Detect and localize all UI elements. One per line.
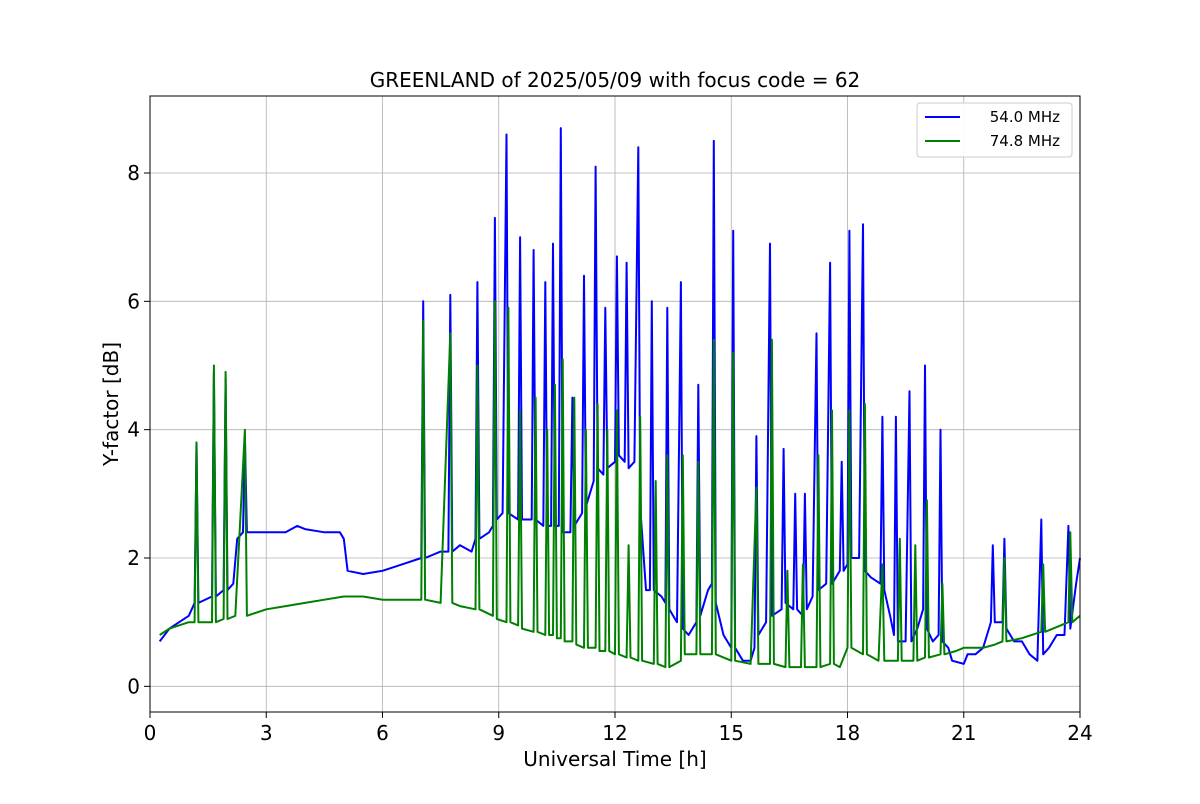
y-tick-label: 6 xyxy=(127,289,140,313)
y-axis-label: Y-factor [dB] xyxy=(99,342,123,467)
x-tick-label: 18 xyxy=(835,721,860,745)
chart-title: GREENLAND of 2025/05/09 with focus code … xyxy=(370,68,861,92)
legend: 54.0 MHz 74.8 MHz xyxy=(916,102,1073,158)
legend-label-54mhz: 54.0 MHz xyxy=(990,108,1060,126)
y-tick-label: 8 xyxy=(127,161,140,185)
series-line-1 xyxy=(159,300,1081,669)
x-tick-label: 6 xyxy=(376,721,389,745)
x-tick-label: 12 xyxy=(602,721,627,745)
x-tick-label: 0 xyxy=(144,721,157,745)
legend-label-748mhz: 74.8 MHz xyxy=(990,132,1060,150)
x-tick-label: 9 xyxy=(492,721,505,745)
x-tick-label: 24 xyxy=(1067,721,1092,745)
x-tick-label: 3 xyxy=(260,721,273,745)
y-tick-label: 0 xyxy=(127,674,140,698)
y-tick-label: 2 xyxy=(127,546,140,570)
series-lines xyxy=(158,127,1081,669)
y-tick-label: 4 xyxy=(127,418,140,442)
x-tick-label: 21 xyxy=(951,721,976,745)
series-line-0 xyxy=(158,127,1081,665)
x-axis-label: Universal Time [h] xyxy=(523,747,706,771)
x-tick-label: 15 xyxy=(719,721,744,745)
